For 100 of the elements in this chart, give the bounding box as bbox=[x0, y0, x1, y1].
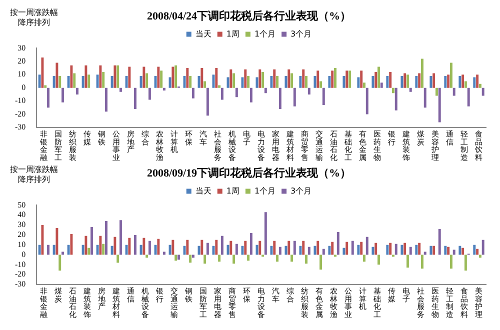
bar bbox=[432, 73, 436, 88]
y-tick-label: -20 bbox=[14, 270, 26, 279]
bar bbox=[288, 240, 290, 255]
bar bbox=[386, 76, 389, 88]
bar bbox=[308, 246, 310, 255]
bar bbox=[270, 76, 273, 88]
bar bbox=[316, 240, 320, 255]
bar bbox=[174, 65, 178, 88]
bar bbox=[140, 76, 142, 88]
bar bbox=[189, 76, 192, 88]
bar bbox=[305, 254, 308, 264]
bar bbox=[206, 88, 209, 116]
bar bbox=[308, 88, 310, 94]
bar bbox=[116, 65, 120, 88]
bar bbox=[84, 236, 88, 255]
bar bbox=[305, 76, 308, 88]
bar bbox=[148, 240, 151, 255]
bar bbox=[114, 65, 116, 88]
bar bbox=[105, 221, 108, 255]
bar bbox=[244, 240, 247, 255]
bar bbox=[432, 246, 436, 255]
bar bbox=[70, 234, 73, 255]
bar bbox=[189, 254, 192, 263]
bar bbox=[450, 62, 452, 88]
bar bbox=[462, 248, 464, 255]
bar bbox=[177, 254, 180, 260]
bar bbox=[38, 244, 41, 255]
bar bbox=[276, 254, 279, 262]
y-tick-label: -20 bbox=[14, 109, 26, 118]
bar bbox=[232, 73, 236, 88]
bar bbox=[322, 88, 325, 106]
bar bbox=[392, 88, 394, 94]
bar bbox=[232, 254, 236, 264]
bar bbox=[473, 77, 476, 88]
bar bbox=[157, 238, 160, 255]
bar bbox=[320, 254, 322, 270]
bar bbox=[336, 232, 340, 255]
bar bbox=[316, 70, 320, 88]
bar bbox=[142, 66, 146, 88]
bar bbox=[374, 72, 378, 88]
bar bbox=[284, 76, 288, 88]
bar bbox=[415, 244, 418, 255]
bar bbox=[82, 76, 84, 88]
bar bbox=[96, 244, 99, 255]
bar bbox=[157, 66, 160, 88]
bar bbox=[247, 76, 250, 88]
bar bbox=[172, 240, 174, 255]
bar bbox=[148, 88, 151, 100]
bar bbox=[76, 88, 78, 94]
bar bbox=[482, 88, 484, 96]
bar bbox=[293, 240, 296, 255]
bar bbox=[41, 225, 44, 255]
bar bbox=[250, 88, 252, 102]
bar bbox=[186, 68, 189, 88]
bar bbox=[47, 244, 50, 255]
bar bbox=[389, 72, 392, 88]
bar bbox=[142, 238, 146, 255]
bar bbox=[464, 81, 467, 88]
bar bbox=[290, 73, 294, 88]
bar bbox=[276, 76, 279, 88]
bar bbox=[56, 62, 58, 88]
bar bbox=[452, 88, 456, 96]
text: 降序排列 bbox=[17, 175, 51, 185]
bar bbox=[394, 88, 398, 110]
legend-label: 当天 bbox=[195, 186, 212, 196]
bar bbox=[320, 81, 322, 88]
bar bbox=[52, 244, 56, 255]
bar bbox=[174, 254, 178, 261]
bar bbox=[172, 66, 174, 88]
bar bbox=[478, 84, 482, 88]
bar bbox=[476, 248, 479, 255]
bar bbox=[482, 240, 484, 255]
bar bbox=[264, 88, 267, 94]
bar bbox=[82, 244, 84, 255]
bar bbox=[154, 76, 157, 88]
bar bbox=[372, 76, 374, 88]
bar bbox=[314, 76, 316, 88]
bar bbox=[444, 246, 447, 255]
bar bbox=[116, 254, 120, 263]
bar bbox=[409, 88, 412, 92]
bar bbox=[264, 212, 267, 255]
bar bbox=[110, 76, 114, 88]
bar bbox=[409, 246, 412, 255]
bar bbox=[447, 246, 450, 255]
y-tick-label: 10 bbox=[18, 70, 26, 79]
bar bbox=[458, 246, 462, 255]
bar bbox=[284, 246, 288, 255]
bar bbox=[52, 76, 56, 88]
bar bbox=[162, 88, 166, 90]
bar bbox=[114, 236, 116, 255]
bar bbox=[215, 68, 218, 88]
legend-label: 1个月 bbox=[254, 186, 276, 196]
bar bbox=[290, 254, 294, 262]
chart-title: 2008/04/24下调印花税后各行业表现（%） bbox=[146, 9, 352, 22]
bar bbox=[278, 246, 282, 255]
bar bbox=[235, 244, 238, 255]
bar bbox=[346, 242, 348, 255]
bar bbox=[218, 254, 221, 262]
y-tick-label: 50 bbox=[18, 200, 26, 210]
y-tick-label: -30 bbox=[14, 122, 26, 132]
